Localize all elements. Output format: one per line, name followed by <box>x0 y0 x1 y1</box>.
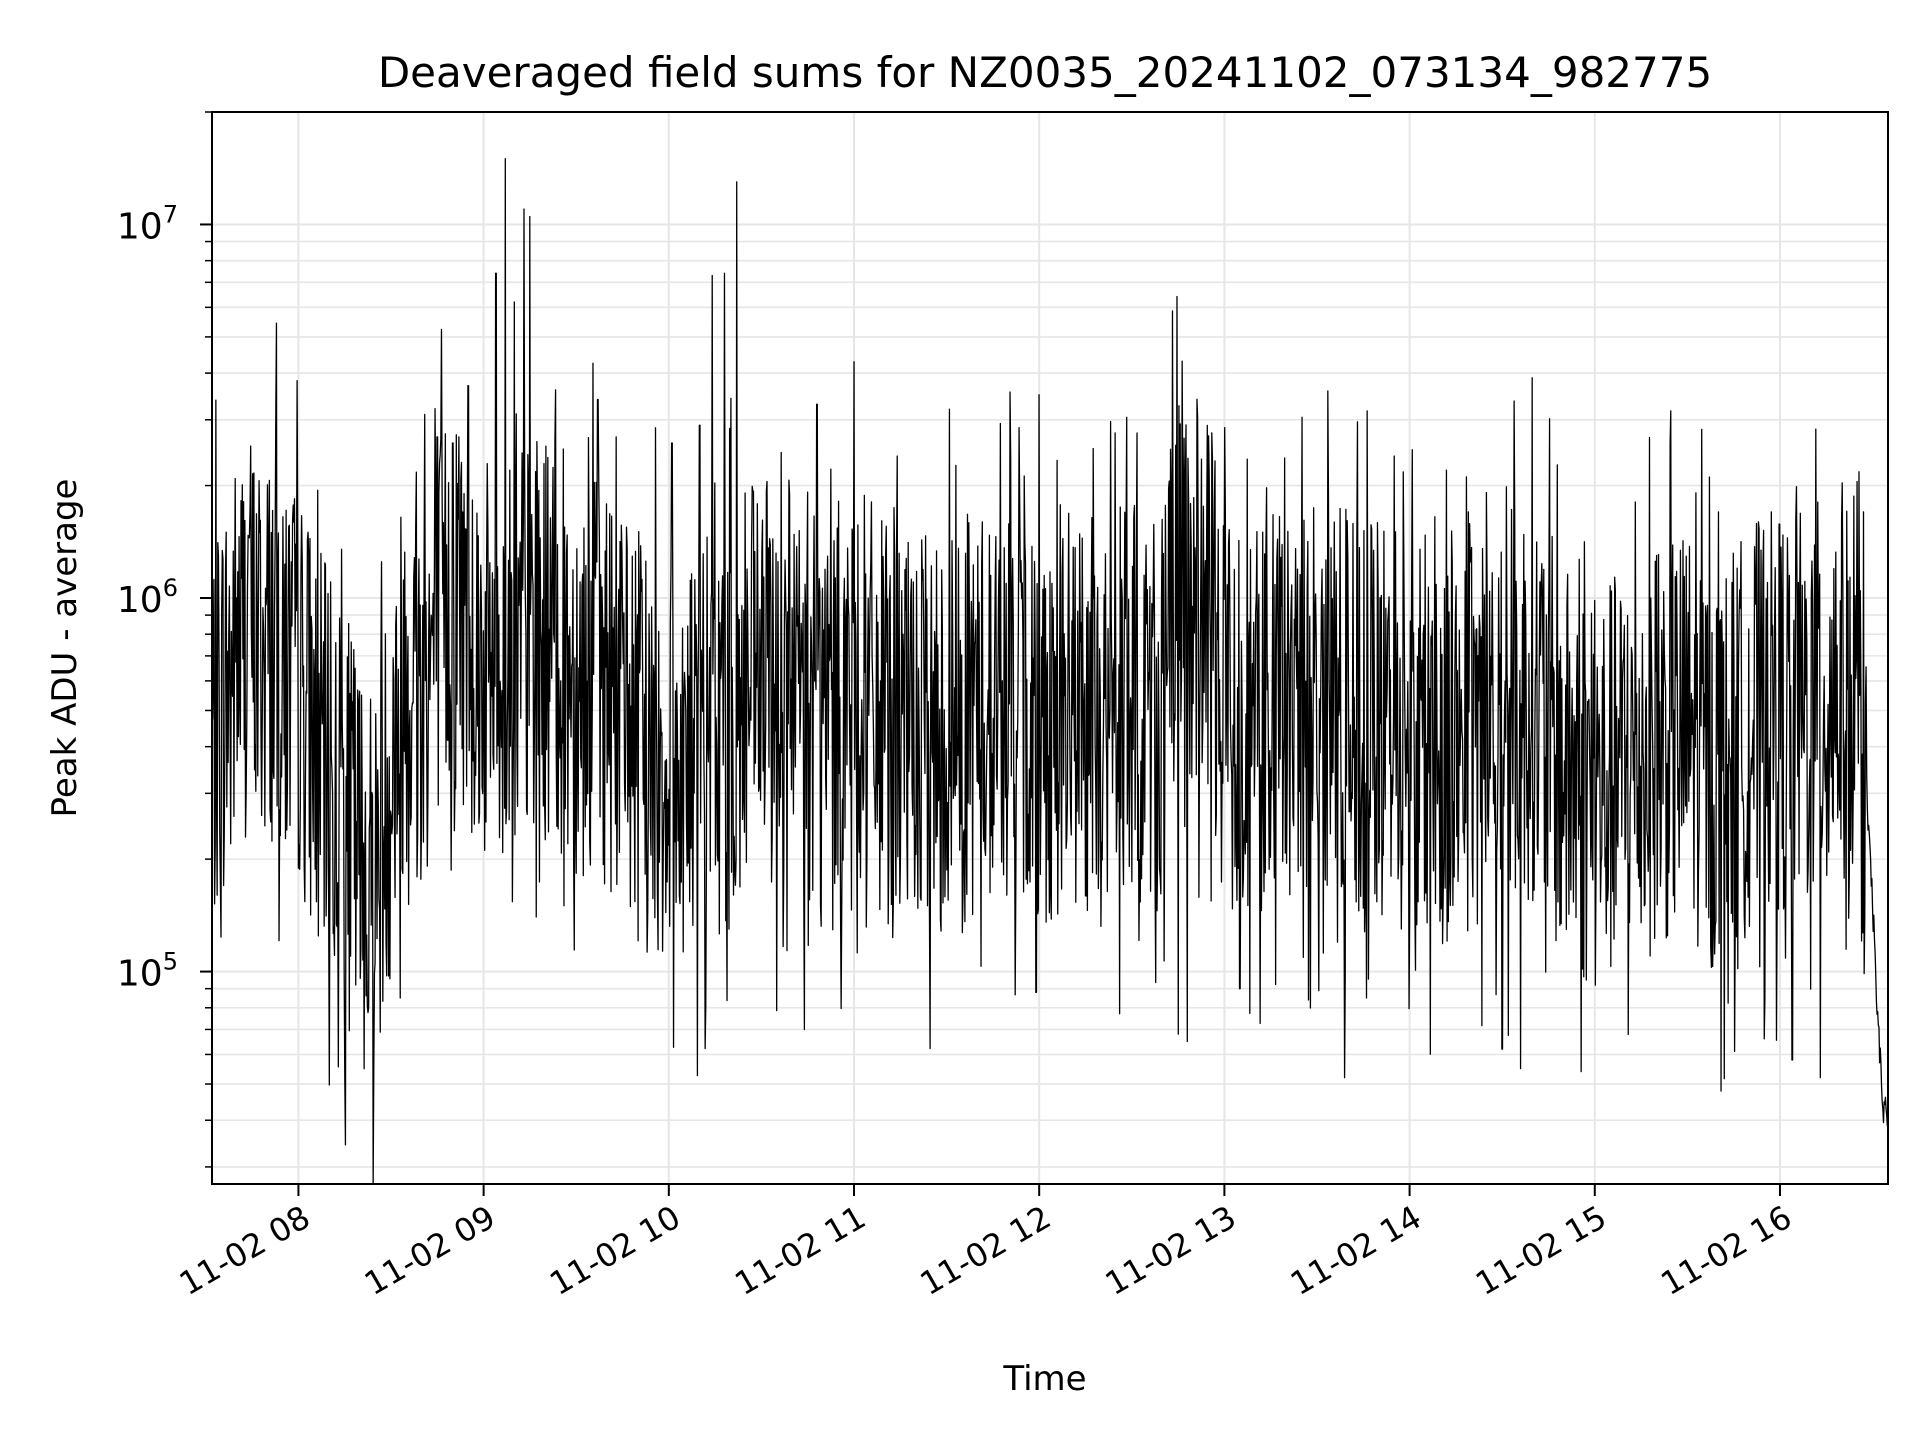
chart-title: Deaveraged field sums for NZ0035_2024110… <box>378 48 1712 97</box>
plot-area <box>211 158 1889 1185</box>
y-tick-label: 107 <box>117 200 178 247</box>
x-tick-label: 11-02 16 <box>1654 1198 1798 1303</box>
x-axis-label: Time <box>1002 1359 1086 1399</box>
x-axis: 11-02 08 11-02 09 11-02 10 11-02 11 11-02 12… <box>173 1184 1798 1303</box>
x-tick-label: 11-02 15 <box>1469 1198 1613 1303</box>
y-tick-label: 105 <box>117 948 178 995</box>
x-tick-label: 11-02 12 <box>914 1198 1058 1303</box>
y-tick-label: 106 <box>117 574 178 621</box>
x-tick-label: 11-02 10 <box>543 1198 687 1303</box>
axes-frame <box>211 111 1889 1185</box>
x-tick-label: 11-02 08 <box>173 1198 317 1303</box>
x-tick-label: 11-02 09 <box>358 1198 502 1303</box>
x-tick-label: 11-02 14 <box>1284 1198 1428 1303</box>
x-tick-label: 11-02 11 <box>728 1198 872 1303</box>
x-tick-label: 11-02 13 <box>1099 1198 1243 1303</box>
y-axis: 105 106 107 <box>117 111 212 1168</box>
series-line <box>211 158 1889 1185</box>
y-axis-label: Peak ADU - average <box>45 479 85 818</box>
